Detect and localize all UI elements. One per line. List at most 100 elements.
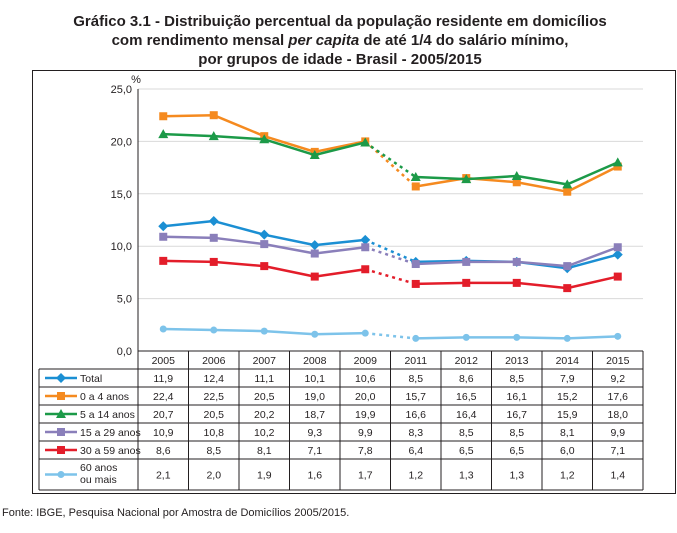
data-label: 7,8 (358, 445, 373, 457)
data-point (209, 111, 218, 120)
data-point (361, 265, 370, 274)
data-label: 1,3 (509, 470, 524, 482)
data-point (158, 221, 169, 232)
data-point (159, 112, 168, 121)
data-point (512, 257, 521, 266)
data-label: 9,2 (610, 373, 625, 385)
data-point (159, 256, 168, 265)
data-point (310, 272, 319, 281)
data-label: 8,3 (408, 427, 423, 439)
data-label: 9,9 (358, 427, 373, 439)
data-label: 1,3 (459, 470, 474, 482)
data-point (563, 284, 572, 293)
y-tick-label: 25,0 (111, 84, 132, 96)
data-point (209, 233, 218, 242)
data-point (563, 334, 571, 342)
data-point (260, 262, 269, 271)
legend-label: Total (80, 373, 102, 385)
y-tick-label: 5,0 (117, 294, 132, 306)
data-label: 8,6 (459, 373, 474, 385)
x-tick-label: 2005 (152, 355, 176, 367)
x-tick-label: 2009 (354, 355, 378, 367)
data-label: 10,9 (153, 427, 174, 439)
data-label: 16,5 (456, 391, 477, 403)
data-point (208, 131, 219, 141)
series-gap-dashed-line (364, 238, 417, 264)
x-tick-label: 2012 (455, 355, 479, 367)
data-label: 20,0 (355, 391, 376, 403)
data-label: 8,5 (459, 427, 474, 439)
data-label: 12,4 (204, 373, 225, 385)
data-label: 8,1 (560, 427, 575, 439)
data-point (411, 182, 420, 191)
legend-label: 0 a 4 anos (80, 391, 129, 403)
series-gap-dashed-line (364, 246, 417, 266)
data-label: 7,1 (610, 445, 625, 457)
line-chart: 0,0 5,0 10,0 15,0 20,0 25,0% 2005 2006 2007 2008 2… (38, 74, 644, 491)
data-point (513, 333, 521, 341)
data-point (310, 249, 319, 258)
title-line-2-c: de até 1/4 do salário mínimo, (359, 32, 569, 49)
data-label: 22,4 (153, 391, 174, 403)
data-label: 2,0 (206, 470, 221, 482)
source-note: Fonte: IBGE, Pesquisa Nacional por Amost… (2, 507, 350, 519)
series-gap-dashed-line (364, 140, 417, 188)
y-tick-label: 10,0 (111, 241, 132, 253)
data-point (260, 240, 269, 249)
data-label: 1,2 (560, 470, 575, 482)
x-tick-label: 2007 (253, 355, 277, 367)
data-label: 8,5 (509, 373, 524, 385)
data-label: 22,5 (204, 391, 225, 403)
data-label: 8,6 (156, 445, 171, 457)
data-label: 10,1 (305, 373, 326, 385)
series-gap-dashed-line (365, 331, 416, 340)
data-point (259, 229, 270, 240)
legend-marker (56, 373, 66, 383)
legend-marker (57, 471, 65, 478)
title-line-2-a: com rendimento mensal (111, 32, 289, 49)
data-label: 16,4 (456, 409, 477, 421)
data-point (360, 137, 371, 147)
legend-label: 60 anos (80, 462, 117, 474)
data-point (159, 325, 167, 333)
data-point (208, 216, 219, 227)
y-axis-label: % (131, 74, 141, 86)
data-label: 20,5 (254, 391, 275, 403)
data-label: 8,1 (257, 445, 272, 457)
data-point (512, 178, 521, 187)
data-point (614, 332, 622, 340)
x-tick-label: 2011 (404, 355, 427, 367)
legend-marker (57, 446, 65, 454)
data-label: 7,9 (560, 373, 575, 385)
data-point (412, 334, 420, 342)
data-point (360, 234, 371, 245)
data-point (361, 329, 369, 337)
data-label: 6,5 (509, 445, 524, 457)
data-point (512, 278, 521, 287)
title-line-1: Gráfico 3.1 - Distribuição percentual da… (73, 13, 607, 30)
title-line-2: com rendimento mensal per capita de até … (40, 31, 640, 50)
data-label: 1,4 (610, 470, 625, 482)
legend-label: 30 a 59 anos (80, 445, 141, 457)
data-label: 11,1 (254, 373, 274, 385)
data-point (612, 157, 623, 167)
y-tick-label: 0,0 (117, 346, 132, 358)
data-point (411, 279, 420, 288)
data-label: 8,5 (509, 427, 524, 439)
data-label: 20,2 (254, 409, 275, 421)
x-tick-label: 2008 (303, 355, 327, 367)
data-point (361, 243, 370, 252)
data-label: 15,7 (406, 391, 427, 403)
data-point (210, 326, 218, 334)
data-label: 20,7 (153, 409, 174, 421)
data-point (411, 260, 420, 269)
x-tick-label: 2006 (202, 355, 226, 367)
data-label: 6,0 (560, 445, 575, 457)
data-label: 11,9 (153, 373, 173, 385)
data-label: 18,0 (608, 409, 629, 421)
legend-label: 5 a 14 anos (80, 409, 135, 421)
legend-marker (57, 428, 65, 436)
data-label: 10,8 (204, 427, 225, 439)
x-tick-label: 2014 (556, 355, 580, 367)
data-label: 1,2 (408, 470, 423, 482)
